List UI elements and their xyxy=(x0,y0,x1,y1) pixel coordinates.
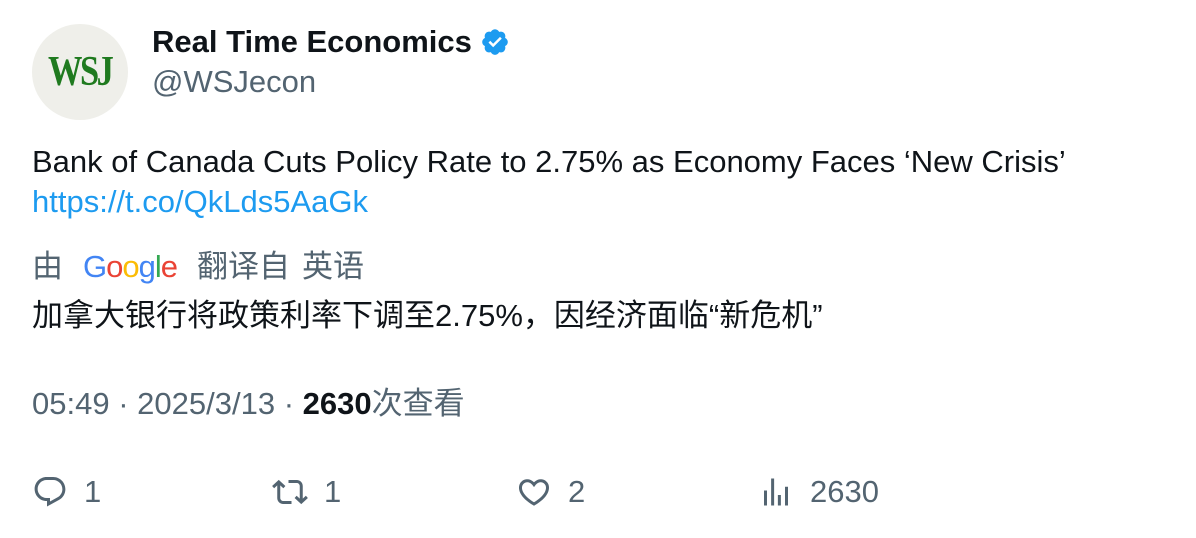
avatar[interactable]: WSJ xyxy=(32,24,128,120)
reply-icon xyxy=(34,477,66,507)
avatar-logo-text: WSJ xyxy=(48,49,114,95)
action-bar: 1 1 2 2630 xyxy=(32,470,1172,514)
like-count: 2 xyxy=(568,474,586,509)
tweet-meta: 05:49 · 2025/3/13 · 2630次查看 xyxy=(32,384,465,424)
reply-button[interactable]: 1 xyxy=(32,470,101,514)
retweet-count: 1 xyxy=(324,474,342,509)
views-action-count: 2630 xyxy=(810,474,879,509)
meta-separator: · xyxy=(283,386,295,421)
translated-tweet-text: 加拿大银行将政策利率下调至2.75%，因经济面临“新危机” xyxy=(32,298,823,333)
retweet-button[interactable]: 1 xyxy=(272,470,341,514)
meta-separator: · xyxy=(118,386,129,421)
views-label: 次查看 xyxy=(371,386,465,421)
translation-language: 英语 xyxy=(302,249,365,284)
verified-badge-icon xyxy=(482,29,508,55)
reply-count: 1 xyxy=(84,474,102,509)
views-button[interactable]: 2630 xyxy=(758,470,879,514)
tweet-body: Bank of Canada Cuts Policy Rate to 2.75%… xyxy=(32,144,1066,179)
tweet-link[interactable]: https://t.co/QkLds5AaGk xyxy=(32,184,368,219)
tweet-text: Bank of Canada Cuts Policy Rate to 2.75%… xyxy=(32,142,1172,222)
display-name[interactable]: Real Time Economics xyxy=(152,22,510,62)
retweet-icon xyxy=(272,479,308,505)
views-count: 2630 xyxy=(302,386,372,421)
tweet-date[interactable]: 2025/3/13 xyxy=(137,386,276,421)
like-button[interactable]: 2 xyxy=(516,470,585,514)
translation-prefix: 由 xyxy=(32,249,63,284)
tweet-time[interactable]: 05:49 xyxy=(32,386,110,421)
heart-icon xyxy=(518,479,550,506)
translation-suffix: 翻译自 xyxy=(197,249,291,284)
analytics-bar-icon xyxy=(764,478,788,506)
user-handle[interactable]: @WSJecon xyxy=(152,64,317,99)
display-name-text: Real Time Economics xyxy=(152,24,472,59)
